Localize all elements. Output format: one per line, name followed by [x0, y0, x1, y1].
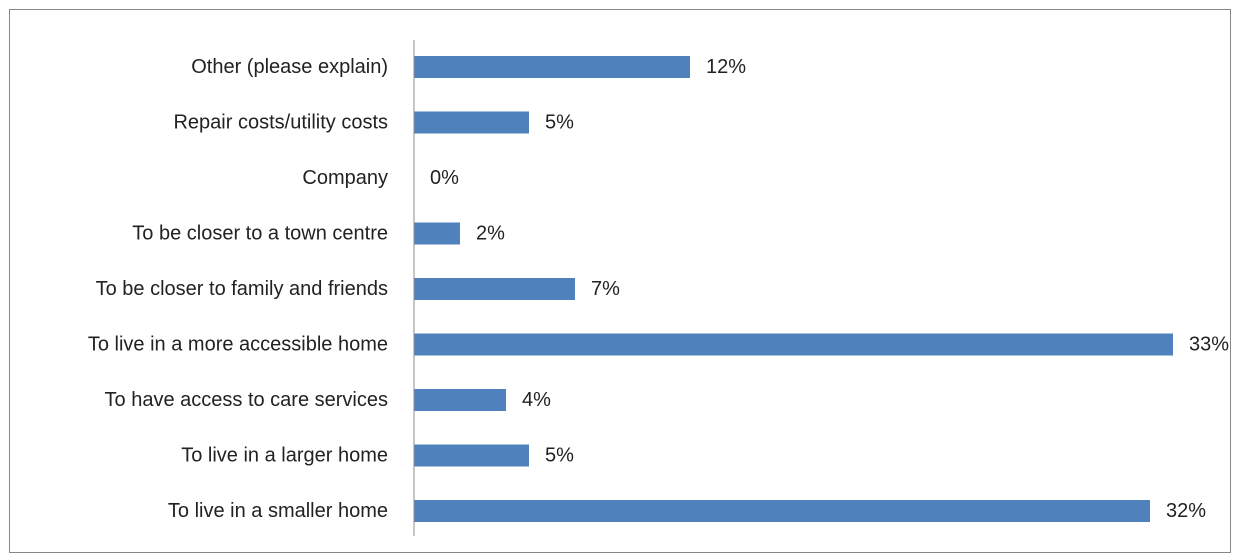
- chart-frame: [9, 9, 1231, 553]
- bar: [414, 333, 1173, 356]
- bar: [414, 500, 1150, 522]
- data-labels: 12% 5% 0% 2% 7% 33% 4% 5% 32%: [430, 56, 1229, 522]
- bar: [414, 389, 506, 411]
- category-label: To be closer to a town centre: [132, 223, 388, 245]
- bars-layer: [414, 56, 1173, 522]
- bar: [414, 56, 690, 78]
- category-label: Repair costs/utility costs: [173, 112, 388, 134]
- data-label: 12%: [706, 56, 746, 78]
- data-label: 5%: [545, 445, 574, 467]
- category-labels: Other (please explain) Repair costs/utili…: [88, 56, 388, 522]
- data-label: 4%: [522, 389, 551, 411]
- category-label: To live in a more accessible home: [88, 334, 388, 356]
- data-label: 33%: [1189, 334, 1229, 356]
- bar: [414, 222, 460, 245]
- data-label: 2%: [476, 223, 505, 245]
- category-label: Other (please explain): [191, 56, 388, 78]
- category-label: To live in a larger home: [181, 445, 388, 467]
- data-label: 7%: [591, 278, 620, 300]
- data-label: 5%: [545, 112, 574, 134]
- category-label: Company: [302, 167, 388, 189]
- bar: [414, 444, 529, 467]
- category-label: To have access to care services: [105, 389, 388, 411]
- data-label: 0%: [430, 167, 459, 189]
- bar: [414, 278, 575, 300]
- category-label: To be closer to family and friends: [96, 278, 388, 300]
- bar: [414, 111, 529, 134]
- data-label: 32%: [1166, 500, 1206, 522]
- category-label: To live in a smaller home: [168, 500, 388, 522]
